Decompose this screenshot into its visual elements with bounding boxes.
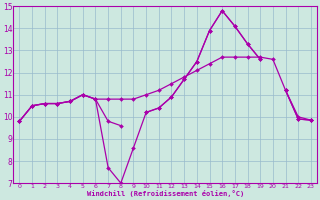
X-axis label: Windchill (Refroidissement éolien,°C): Windchill (Refroidissement éolien,°C) (86, 190, 244, 197)
